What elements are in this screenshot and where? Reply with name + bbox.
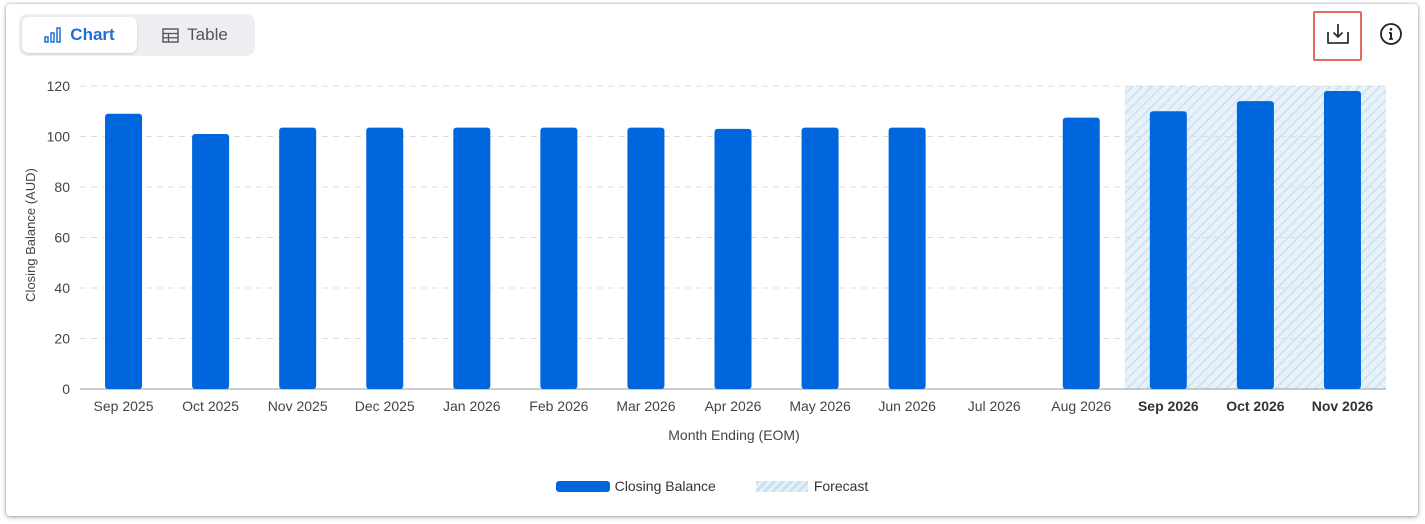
- bar-feb-2026[interactable]: [540, 127, 578, 389]
- y-tick-label: 60: [54, 230, 70, 246]
- bar-jan-2026[interactable]: [453, 127, 491, 389]
- x-tick-label: Nov 2025: [268, 398, 328, 414]
- tab-table[interactable]: Table: [139, 17, 251, 53]
- legend-label-closing-balance: Closing Balance: [614, 478, 716, 494]
- bar-dec-2025[interactable]: [366, 127, 404, 389]
- x-tick-label: Oct 2026: [1226, 398, 1285, 414]
- x-tick-label: Sep 2025: [94, 398, 154, 414]
- legend-item-closing-balance: Closing Balance: [555, 478, 716, 494]
- view-toggle: Chart Table: [19, 14, 255, 56]
- legend-label-forecast: Forecast: [813, 478, 869, 494]
- bar-oct-2026[interactable]: [1236, 101, 1274, 390]
- y-tick-label: 0: [62, 381, 70, 397]
- chart-legend: Closing Balance Forecast: [6, 475, 1418, 497]
- x-tick-label: Feb 2026: [529, 398, 588, 414]
- bar-apr-2026[interactable]: [714, 128, 752, 390]
- y-axis-title: Closing Balance (AUD): [23, 168, 38, 302]
- chart-card: Chart Table: [6, 4, 1418, 516]
- bar-aug-2026[interactable]: [1062, 117, 1100, 389]
- tab-chart-label: Chart: [70, 25, 115, 44]
- x-tick-label: Sep 2026: [1138, 398, 1199, 414]
- download-button[interactable]: [1313, 11, 1362, 61]
- x-tick-label: Nov 2026: [1312, 398, 1374, 414]
- y-tick-label: 100: [47, 129, 71, 145]
- bar-sep-2026[interactable]: [1149, 111, 1187, 389]
- x-tick-label: May 2026: [789, 398, 851, 414]
- bar-sep-2025[interactable]: [105, 113, 143, 390]
- legend-swatch-closing-balance: [555, 480, 610, 492]
- bar-chart-icon: [44, 27, 62, 43]
- bar-nov-2025[interactable]: [279, 127, 317, 389]
- info-button[interactable]: [1374, 19, 1408, 53]
- download-icon: [1325, 22, 1351, 51]
- bar-nov-2026[interactable]: [1323, 91, 1361, 390]
- x-tick-label: Jul 2026: [968, 398, 1021, 414]
- bar-oct-2025[interactable]: [192, 133, 230, 389]
- x-tick-label: Apr 2026: [705, 398, 762, 414]
- y-tick-label: 120: [47, 78, 71, 94]
- tab-chart[interactable]: Chart: [22, 17, 137, 53]
- x-tick-label: Dec 2025: [355, 398, 415, 414]
- bar-chart: 0 20 40 60 80 100 120 Sep 2025 Oct 2025 Nov 2025 D…: [23, 78, 1386, 443]
- x-axis-title: Month Ending (EOM): [668, 427, 800, 443]
- y-tick-label: 40: [54, 280, 70, 296]
- bar-jun-2026[interactable]: [888, 127, 926, 389]
- legend-item-forecast: Forecast: [755, 478, 869, 494]
- info-icon: [1379, 22, 1403, 51]
- x-tick-label: Jun 2026: [878, 398, 936, 414]
- bar-mar-2026[interactable]: [627, 127, 665, 389]
- x-tick-label: Aug 2026: [1051, 398, 1111, 414]
- tab-table-label: Table: [187, 25, 228, 44]
- x-tick-label: Mar 2026: [616, 398, 675, 414]
- table-icon: [162, 27, 179, 43]
- x-tick-label: Oct 2025: [182, 398, 239, 414]
- y-tick-label: 20: [54, 331, 70, 347]
- legend-swatch-forecast: [755, 480, 808, 492]
- x-tick-label: Jan 2026: [443, 398, 501, 414]
- y-tick-label: 80: [54, 179, 70, 195]
- bar-may-2026[interactable]: [801, 127, 839, 389]
